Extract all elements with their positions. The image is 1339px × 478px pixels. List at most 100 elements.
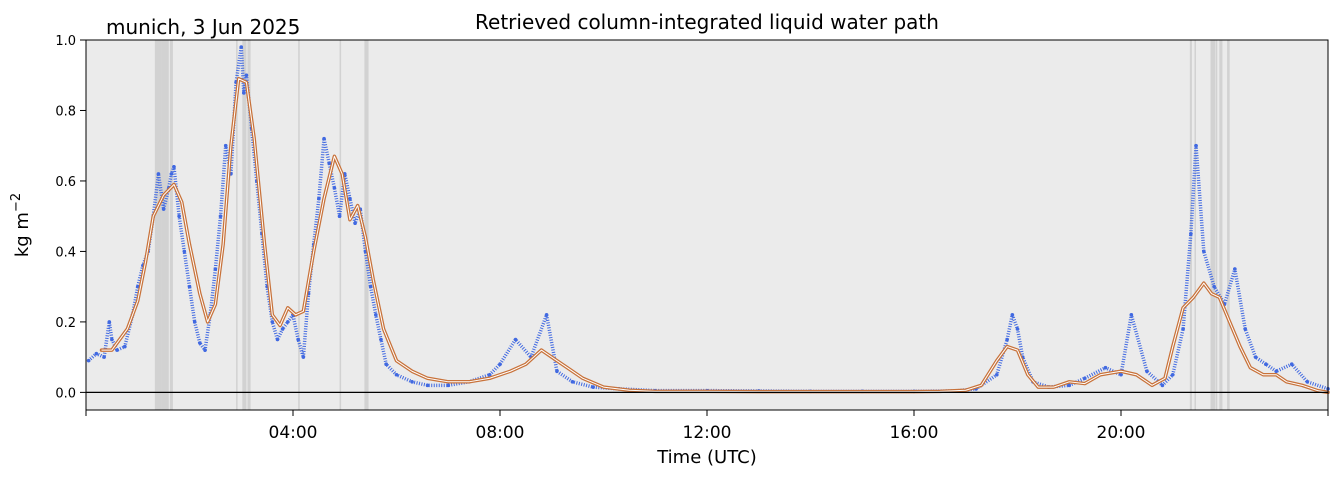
raw-data-point	[1145, 369, 1149, 374]
raw-data-point	[1202, 249, 1206, 254]
raw-data-point	[296, 337, 300, 342]
raw-data-point	[213, 267, 218, 271]
y-ticks-layer: 0.0 0.2 0.4 0.6 0.8 1.0	[55, 34, 86, 401]
raw-data-point	[1243, 327, 1247, 331]
raw-data-point	[317, 196, 321, 201]
raw-data-point	[327, 161, 332, 166]
raw-data-point	[1253, 355, 1258, 359]
x-axis-label: Time (UTC)	[656, 447, 757, 468]
raw-data-point	[591, 385, 595, 389]
raw-data-point	[223, 143, 228, 148]
raw-data-point	[110, 337, 114, 342]
raw-data-point	[1103, 365, 1108, 370]
raw-data-point	[286, 320, 290, 324]
raw-data-point	[1170, 372, 1175, 377]
raw-data-point	[555, 369, 559, 374]
chart-title: Retrieved column-integrated liquid water…	[475, 10, 939, 34]
raw-data-point	[86, 358, 91, 363]
raw-data-point	[275, 337, 280, 342]
flag-band	[169, 40, 173, 410]
raw-data-point	[1129, 313, 1134, 317]
y-tick-label: 0.0	[55, 386, 76, 401]
raw-data-point	[192, 320, 197, 324]
raw-data-point	[498, 362, 502, 366]
raw-data-point	[244, 73, 249, 78]
x-tick-label: 12:00	[683, 423, 732, 443]
raw-data-point	[218, 214, 223, 218]
raw-data-point	[161, 207, 166, 211]
flag-band	[339, 40, 342, 410]
raw-data-point	[1010, 313, 1015, 317]
flag-band	[1215, 40, 1218, 410]
raw-data-point	[322, 136, 326, 141]
raw-data-point	[1289, 362, 1294, 366]
flag-band	[161, 40, 169, 410]
flag-band	[364, 40, 369, 410]
y-tick-label: 0.8	[55, 104, 76, 119]
raw-data-point	[1189, 232, 1193, 236]
y-tick-label: 0.4	[55, 245, 76, 260]
raw-data-point	[487, 372, 492, 377]
raw-data-point	[544, 313, 549, 317]
raw-data-point	[94, 351, 99, 356]
raw-data-point	[1082, 376, 1087, 381]
y-tick-label: 1.0	[55, 34, 76, 49]
raw-data-point	[1119, 372, 1123, 377]
x-tick-label: 08:00	[476, 423, 525, 443]
y-axis-label-exponent: −2	[9, 193, 24, 212]
raw-data-point	[374, 313, 378, 317]
raw-data-point	[394, 372, 399, 377]
flag-band	[1227, 40, 1230, 410]
raw-data-point	[1274, 369, 1279, 374]
raw-data-point	[446, 383, 451, 388]
raw-data-point	[1305, 380, 1310, 384]
flag-band	[247, 40, 251, 410]
smoothed-series-line	[101, 78, 1329, 393]
flag-band	[298, 40, 300, 410]
flag-band	[236, 40, 238, 410]
raw-data-point	[198, 341, 202, 345]
x-ticks-layer: 04:00 08:00 12:00 16:00 20:00	[85, 410, 1329, 443]
y-axis-label-base: kg m	[12, 212, 33, 257]
raw-data-point	[332, 186, 337, 190]
raw-data-point	[1212, 284, 1216, 289]
raw-data-point	[107, 320, 112, 324]
raw-data-point	[187, 284, 192, 289]
raw-data-point	[115, 348, 119, 352]
raw-data-point	[182, 249, 187, 254]
raw-data-point	[368, 284, 373, 289]
raw-data-point	[123, 344, 127, 349]
raw-data-point	[1194, 143, 1198, 148]
y-tick-label: 0.6	[55, 175, 76, 190]
raw-data-point	[337, 214, 342, 218]
raw-data-point	[156, 172, 161, 176]
raw-data-point	[995, 372, 999, 377]
raw-data-point	[410, 380, 414, 384]
y-tick-label: 0.2	[55, 316, 76, 331]
flag-band	[242, 40, 247, 410]
raw-data-point	[570, 380, 575, 384]
raw-data-point	[384, 362, 388, 366]
raw-data-point	[348, 196, 352, 201]
raw-data-point	[379, 337, 383, 342]
x-tick-label: 04:00	[269, 423, 318, 443]
x-tick-label: 20:00	[1097, 423, 1146, 443]
raw-data-point	[169, 172, 174, 176]
raw-data-point	[1005, 337, 1009, 342]
flag-band	[1194, 40, 1196, 410]
raw-data-point	[513, 337, 518, 342]
raw-data-point	[1015, 327, 1020, 331]
raw-data-point	[1160, 383, 1165, 388]
plot-background	[86, 40, 1328, 410]
raw-data-point	[301, 355, 306, 359]
flag-band	[1210, 40, 1216, 410]
raw-data-point	[1233, 267, 1237, 271]
x-tick-label: 16:00	[890, 423, 939, 443]
smoothed-series-layer	[99, 77, 1330, 395]
flag-band	[1219, 40, 1223, 410]
flag-band	[154, 40, 162, 410]
raw-data-point	[102, 355, 106, 359]
raw-data-point	[425, 383, 430, 388]
